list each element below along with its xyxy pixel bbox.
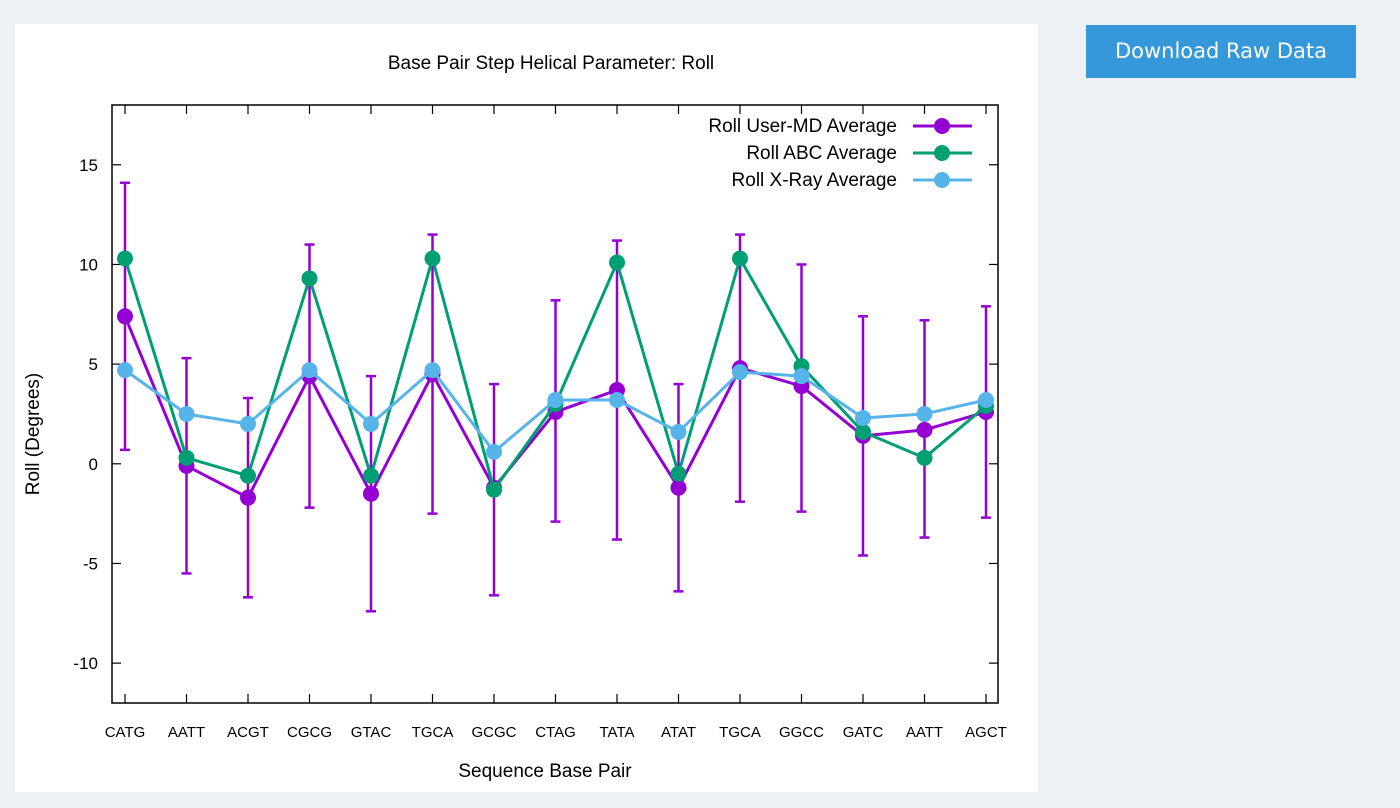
data-point-1 [363, 467, 379, 484]
data-point-2 [732, 364, 748, 381]
data-point-0 [670, 479, 687, 496]
x-tick-label: TATA [600, 724, 635, 741]
x-tick-label: TGCA [719, 724, 761, 741]
data-point-2 [240, 415, 256, 432]
data-point-2 [916, 405, 933, 422]
data-point-0 [916, 421, 933, 438]
x-tick-label: CATG [105, 724, 146, 741]
y-tick-label: 5 [89, 355, 98, 374]
data-point-2 [670, 423, 687, 440]
y-tick-label: -5 [83, 554, 98, 573]
x-tick-label: AATT [906, 724, 943, 741]
x-tick-label: TGCA [412, 724, 454, 741]
chart-panel: Base Pair Step Helical Parameter: Roll -… [15, 24, 1038, 792]
x-tick-label: ATAT [661, 724, 696, 741]
x-tick-label: CTAG [535, 724, 576, 741]
data-point-2 [609, 392, 625, 409]
x-tick-label: AGCT [965, 724, 1007, 741]
data-point-2 [301, 362, 318, 379]
data-point-1 [486, 481, 502, 498]
chart-title: Base Pair Step Helical Parameter: Roll [388, 53, 714, 74]
x-tick-label: CGCG [287, 724, 332, 741]
series-group [117, 181, 994, 613]
legend-label: Roll X-Ray Average [732, 170, 897, 191]
legend: Roll User-MD Average Roll ABC Average Roll… [708, 116, 972, 191]
y-tick-label: -10 [73, 654, 98, 673]
y-tick-label: 0 [89, 455, 98, 474]
data-point-1 [855, 423, 871, 440]
legend-label: Roll ABC Average [746, 143, 897, 164]
legend-marker [934, 172, 950, 188]
x-tick-label: AATT [168, 724, 205, 741]
data-point-1 [670, 465, 687, 482]
data-point-2 [363, 415, 379, 432]
roll-chart: Base Pair Step Helical Parameter: Roll -… [23, 53, 1007, 782]
data-point-2 [486, 443, 502, 460]
x-tick-label: GATC [843, 724, 884, 741]
data-point-2 [178, 405, 195, 422]
data-point-2 [978, 392, 994, 409]
data-point-0 [240, 489, 256, 506]
data-point-1 [240, 467, 256, 484]
x-axis: CATG AATT ACGT CGCG GTAC TGCA GCGC CTAG TATA ATAT… [105, 105, 1007, 741]
x-tick-label: GCGC [472, 724, 517, 741]
x-tick-label: ACGT [227, 724, 269, 741]
data-point-2 [793, 368, 810, 385]
data-point-0 [363, 485, 379, 502]
data-point-1 [424, 250, 441, 267]
y-tick-label: 15 [79, 156, 98, 175]
x-axis-label: Sequence Base Pair [458, 761, 632, 782]
data-point-1 [117, 250, 133, 267]
y-axis: -10 -5 0 5 10 15 [73, 156, 998, 673]
data-point-1 [301, 270, 318, 287]
y-tick-label: 10 [79, 255, 98, 274]
legend-marker [934, 118, 950, 134]
download-raw-data-button[interactable]: Download Raw Data [1086, 25, 1356, 78]
x-tick-label: GGCC [779, 724, 824, 741]
data-point-2 [547, 392, 564, 409]
x-tick-label: GTAC [351, 724, 392, 741]
y-axis-label: Roll (Degrees) [23, 373, 44, 495]
legend-label: Roll User-MD Average [708, 116, 897, 137]
data-point-1 [178, 449, 195, 466]
data-point-2 [424, 362, 441, 379]
data-point-2 [117, 362, 133, 379]
data-point-1 [732, 250, 748, 267]
data-point-2 [855, 409, 871, 426]
data-point-1 [609, 254, 625, 271]
legend-marker [934, 145, 950, 161]
data-point-1 [916, 449, 933, 466]
data-point-0 [117, 308, 133, 325]
